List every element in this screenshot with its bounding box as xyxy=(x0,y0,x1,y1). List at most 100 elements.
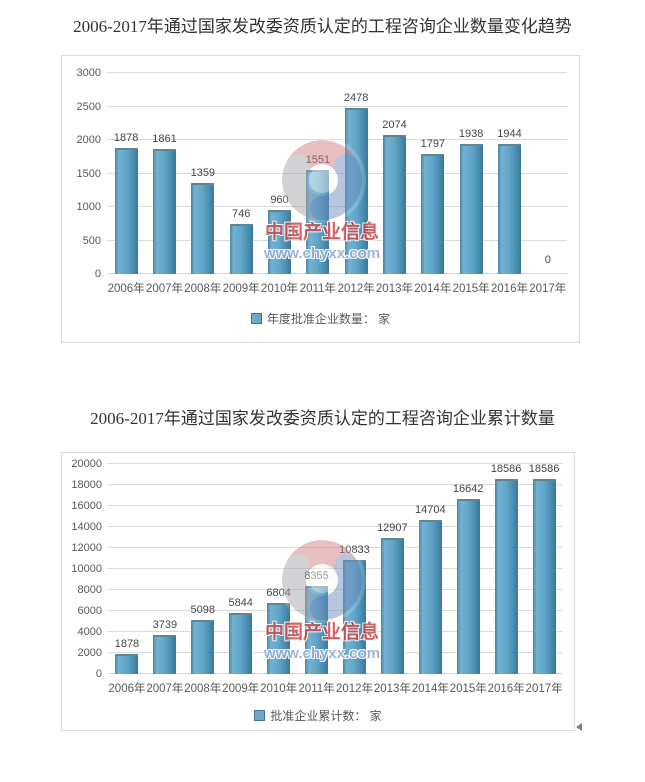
gridline xyxy=(107,273,567,274)
x-axis-label: 2015年 xyxy=(452,283,490,295)
x-axis-label: 2012年 xyxy=(337,283,375,295)
y-axis-tick-label: 14000 xyxy=(71,521,102,533)
chart1-plot-area: 0 500 1000 1500 2000 2500 3000 1878 1861 1359 746 9… xyxy=(77,67,567,280)
x-axis-label: 2014年 xyxy=(411,683,449,695)
bar-2012年 xyxy=(342,560,366,674)
bar-value-label: 6804 xyxy=(266,586,291,599)
bar-value-label: 1359 xyxy=(190,166,216,179)
bar-2009年 xyxy=(229,224,253,274)
bar-2007年 xyxy=(153,149,176,274)
bar-value-label: 1797 xyxy=(420,137,446,150)
x-axis-label: 2011年 xyxy=(299,283,336,295)
gridline xyxy=(108,505,563,506)
bar-value-label: 1944 xyxy=(497,127,522,140)
bar-value-label: 16642 xyxy=(452,483,484,496)
x-axis-label: 2009年 xyxy=(222,683,260,695)
bar-value-label: 2074 xyxy=(382,119,407,132)
chart2-plot-area: 0 2000 4000 6000 8000 10000 12000 14000 16000 180… xyxy=(71,458,563,680)
x-axis-label: 2008年 xyxy=(184,683,222,695)
bar-value-label: 960 xyxy=(270,193,289,206)
y-axis-tick-label: 3000 xyxy=(76,67,101,79)
x-axis-label: 2016年 xyxy=(490,283,528,295)
bar-value-label: 18586 xyxy=(528,462,560,475)
y-axis-tick-label: 10000 xyxy=(71,563,102,575)
bar-2013年 xyxy=(383,135,406,274)
x-axis-label: 2013年 xyxy=(373,683,411,695)
bar-2012年 xyxy=(344,107,368,274)
x-axis-label: 2010年 xyxy=(260,683,298,695)
y-axis-tick-label: 8000 xyxy=(77,584,102,596)
chart1-legend: 年度批准企业数量： 家 xyxy=(62,310,579,327)
bar-value-label: 746 xyxy=(231,208,251,221)
x-axis-label: 2012年 xyxy=(335,683,374,695)
bar-value-label: 3739 xyxy=(152,618,178,631)
y-axis-tick-label: 0 xyxy=(94,268,101,280)
bar-2013年 xyxy=(380,538,404,674)
x-axis-label: 2015年 xyxy=(449,683,487,695)
y-axis-tick-label: 500 xyxy=(82,234,101,247)
gridline xyxy=(107,139,567,140)
gridline xyxy=(108,673,563,674)
chart1-legend-label: 年度批准企业数量： 家 xyxy=(266,312,391,326)
chart2-frame: 0 2000 4000 6000 8000 10000 12000 14000 16000 180… xyxy=(61,452,575,731)
bar-2010年 xyxy=(268,209,291,274)
bar-value-label: 5844 xyxy=(228,596,253,609)
y-axis-tick-label: 1500 xyxy=(76,167,101,180)
gridline xyxy=(107,239,567,241)
x-axis-label: 2017年 xyxy=(529,283,567,295)
chart2-title: 2006-2017年通过国家发改委资质认定的工程咨询企业累计数量 xyxy=(90,409,555,428)
bar-value-label: 10833 xyxy=(339,544,370,557)
bar-2017年 xyxy=(532,478,556,674)
y-axis-tick-label: 20000 xyxy=(71,458,102,470)
bar-2015年 xyxy=(456,499,480,674)
bar-2014年 xyxy=(418,519,442,674)
bar-value-label: 14704 xyxy=(414,503,446,516)
bar-2011年 xyxy=(306,170,330,274)
gridline xyxy=(108,484,563,485)
bar-value-label: 2478 xyxy=(343,91,369,104)
chart1-x-axis: 2006年 2007年 2008年 2009年 2010年 2011年 2012年 2013年… xyxy=(107,280,567,296)
bar-value-label: 0 xyxy=(544,254,551,266)
chart1-title: 2006-2017年通过国家发改委资质认定的工程咨询企业数量变化趋势 xyxy=(73,17,572,36)
y-axis-tick-label: 1000 xyxy=(76,201,101,213)
x-axis-label: 2016年 xyxy=(487,683,525,695)
bar-value-label: 1878 xyxy=(114,638,140,651)
bar-2006年 xyxy=(115,654,139,674)
bar-2008年 xyxy=(191,182,215,274)
bar-2008年 xyxy=(191,620,215,674)
gridline xyxy=(108,526,563,527)
y-axis-tick-label: 4000 xyxy=(77,626,102,638)
x-axis-label: 2017年 xyxy=(525,683,563,695)
y-axis-tick-label: 12000 xyxy=(71,542,102,554)
y-axis-tick-label: 16000 xyxy=(71,500,102,512)
bar-2006年 xyxy=(114,148,138,274)
x-axis-label: 2013年 xyxy=(375,283,413,295)
y-axis-tick-label: 2500 xyxy=(76,100,101,113)
y-axis-tick-label: 0 xyxy=(95,668,102,680)
gridline xyxy=(107,105,567,107)
chart1-legend-swatch-icon xyxy=(250,313,262,324)
bar-value-label: 18586 xyxy=(490,462,522,475)
bar-value-label: 1551 xyxy=(305,154,331,167)
bar-2009年 xyxy=(229,612,253,674)
chart2-legend-swatch-icon xyxy=(254,710,266,721)
bar-2014年 xyxy=(421,153,445,274)
x-axis-label: 2006年 xyxy=(108,683,146,695)
chart2-x-axis: 2006年 2007年 2008年 2009年 2010年 2011年 2012年 2013年… xyxy=(108,680,563,696)
bar-2015年 xyxy=(459,144,483,274)
bar-2011年 xyxy=(305,586,329,674)
x-axis-label: 2007年 xyxy=(146,683,184,695)
bar-2010年 xyxy=(267,602,291,674)
gridline xyxy=(107,72,567,73)
x-axis-label: 2009年 xyxy=(222,283,260,295)
chart2-legend: 批准企业累计数： 家 xyxy=(62,707,574,724)
x-axis-label: 2010年 xyxy=(260,283,299,295)
bar-value-label: 8355 xyxy=(304,570,329,583)
x-axis-label: 2007年 xyxy=(145,283,184,295)
gridline xyxy=(108,631,563,632)
gridline xyxy=(108,652,563,653)
x-axis-label: 2008年 xyxy=(184,283,222,295)
resize-handle xyxy=(576,723,582,731)
y-axis-tick-label: 6000 xyxy=(77,605,102,617)
